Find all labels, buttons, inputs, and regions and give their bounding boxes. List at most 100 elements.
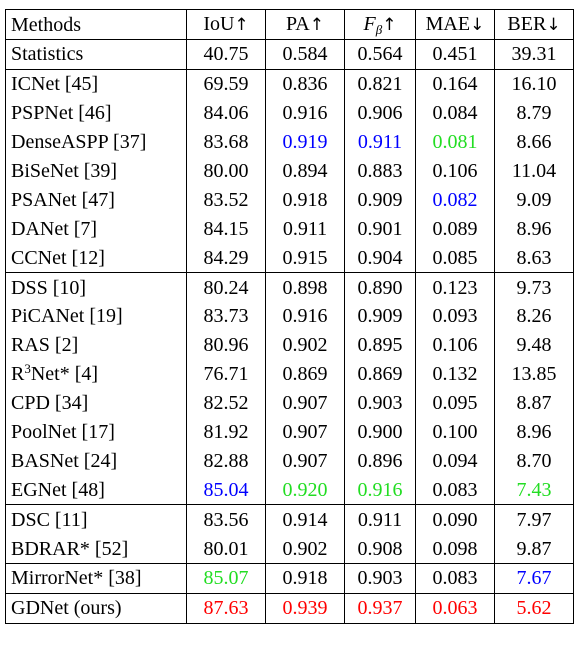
iou-value: 81.92 (186, 417, 266, 447)
iou-value: 80.24 (186, 272, 266, 303)
mae-value: 0.123 (415, 272, 495, 303)
table-row: PoolNet [17] 81.92 0.907 0.900 0.100 8.9… (5, 417, 574, 447)
f-beta-value: 0.906 (344, 98, 416, 128)
iou-value: 84.15 (186, 214, 266, 244)
pa-value: 0.907 (265, 388, 345, 418)
table-row: EGNet [48] 85.04 0.920 0.916 0.083 7.43 (5, 475, 574, 506)
down-arrow-icon: ↓ (470, 15, 485, 35)
method-name: EGNet [48] (5, 475, 187, 506)
table-row: DSC [11] 83.56 0.914 0.911 0.090 7.97 (5, 504, 574, 535)
header-methods: Methods (5, 9, 187, 40)
table-row: BiSeNet [39] 80.00 0.894 0.883 0.106 11.… (5, 156, 574, 186)
mae-value: 0.100 (415, 417, 495, 447)
pa-value: 0.898 (265, 272, 345, 303)
pa-value: 0.919 (265, 127, 345, 157)
table-row: PSANet [47] 83.52 0.918 0.909 0.082 9.09 (5, 185, 574, 215)
table-row: RAS [2] 80.96 0.902 0.895 0.106 9.48 (5, 330, 574, 360)
method-name: GDNet (ours) (5, 592, 187, 624)
header-pa: PA↑ (265, 9, 345, 40)
method-name: PiCANet [19] (5, 302, 187, 331)
f-beta-value: 0.821 (344, 68, 416, 99)
ber-value: 9.48 (494, 330, 574, 360)
iou-value: 40.75 (186, 39, 266, 70)
f-beta-value: 0.890 (344, 272, 416, 303)
iou-value: 76.71 (186, 359, 266, 389)
ber-value: 8.63 (494, 243, 574, 274)
up-arrow-icon: ↑ (382, 15, 397, 35)
table-row: MirrorNet* [38] 85.07 0.918 0.903 0.083 … (5, 563, 574, 594)
ber-value: 39.31 (494, 39, 574, 70)
table-row: GDNet (ours) 87.63 0.939 0.937 0.063 5.6… (5, 592, 574, 624)
method-name: DSC [11] (5, 504, 187, 535)
pa-value: 0.915 (265, 243, 345, 274)
pa-value: 0.907 (265, 446, 345, 476)
table-row: BDRAR* [52] 80.01 0.902 0.908 0.098 9.87 (5, 534, 574, 565)
method-name: DANet [7] (5, 214, 187, 244)
mae-value: 0.093 (415, 302, 495, 331)
table-row: DSS [10] 80.24 0.898 0.890 0.123 9.73 (5, 272, 574, 303)
ber-value: 9.87 (494, 534, 574, 565)
pa-value: 0.894 (265, 156, 345, 186)
f-beta-value: 0.901 (344, 214, 416, 244)
method-name: MirrorNet* [38] (5, 563, 187, 594)
header-iou: IoU↑ (186, 9, 266, 40)
ber-value: 8.70 (494, 446, 574, 476)
mae-value: 0.451 (415, 39, 495, 70)
pa-value: 0.916 (265, 98, 345, 128)
method-name: PSPNet [46] (5, 98, 187, 128)
iou-value: 84.29 (186, 243, 266, 274)
ber-value: 7.97 (494, 504, 574, 535)
table-row: DenseASPP [37] 83.68 0.919 0.911 0.081 8… (5, 127, 574, 157)
method-name: CPD [34] (5, 388, 187, 418)
f-beta-value: 0.896 (344, 446, 416, 476)
ber-value: 7.67 (494, 563, 574, 594)
ber-value: 8.96 (494, 214, 574, 244)
table-row: DANet [7] 84.15 0.911 0.901 0.089 8.96 (5, 214, 574, 244)
table-row: Statistics 40.75 0.584 0.564 0.451 39.31 (5, 39, 574, 70)
f-beta-value: 0.903 (344, 388, 416, 418)
method-name: PSANet [47] (5, 185, 187, 215)
f-beta-value: 0.916 (344, 475, 416, 506)
iou-value: 83.52 (186, 185, 266, 215)
iou-value: 82.52 (186, 388, 266, 418)
ber-value: 8.26 (494, 302, 574, 331)
pa-value: 0.914 (265, 504, 345, 535)
ber-value: 16.10 (494, 68, 574, 99)
method-name: DenseASPP [37] (5, 127, 187, 157)
pa-value: 0.920 (265, 475, 345, 506)
mae-value: 0.094 (415, 446, 495, 476)
mae-value: 0.063 (415, 592, 495, 624)
pa-value: 0.916 (265, 302, 345, 331)
f-beta-value: 0.900 (344, 417, 416, 447)
mae-value: 0.095 (415, 388, 495, 418)
iou-value: 80.96 (186, 330, 266, 360)
pa-value: 0.911 (265, 214, 345, 244)
f-beta-value: 0.895 (344, 330, 416, 360)
mae-value: 0.081 (415, 127, 495, 157)
ber-value: 9.73 (494, 272, 574, 303)
table-row: BASNet [24] 82.88 0.907 0.896 0.094 8.70 (5, 446, 574, 476)
f-beta-value: 0.909 (344, 302, 416, 331)
pa-value: 0.869 (265, 359, 345, 389)
mae-value: 0.085 (415, 243, 495, 274)
f-beta-value: 0.869 (344, 359, 416, 389)
up-arrow-icon: ↑ (234, 15, 249, 35)
ber-value: 8.79 (494, 98, 574, 128)
f-beta-value: 0.908 (344, 534, 416, 565)
f-beta-value: 0.564 (344, 39, 416, 70)
method-name: R3Net* [4] (5, 359, 187, 389)
method-name: PoolNet [17] (5, 417, 187, 447)
iou-value: 69.59 (186, 68, 266, 99)
iou-value: 85.04 (186, 475, 266, 506)
pa-value: 0.902 (265, 330, 345, 360)
pa-value: 0.902 (265, 534, 345, 565)
mae-value: 0.082 (415, 185, 495, 215)
pa-value: 0.907 (265, 417, 345, 447)
table-row: CPD [34] 82.52 0.907 0.903 0.095 8.87 (5, 388, 574, 418)
f-beta-value: 0.911 (344, 504, 416, 535)
iou-value: 80.01 (186, 534, 266, 565)
down-arrow-icon: ↓ (546, 15, 561, 35)
mae-value: 0.106 (415, 156, 495, 186)
method-name: BiSeNet [39] (5, 156, 187, 186)
ber-value: 13.85 (494, 359, 574, 389)
